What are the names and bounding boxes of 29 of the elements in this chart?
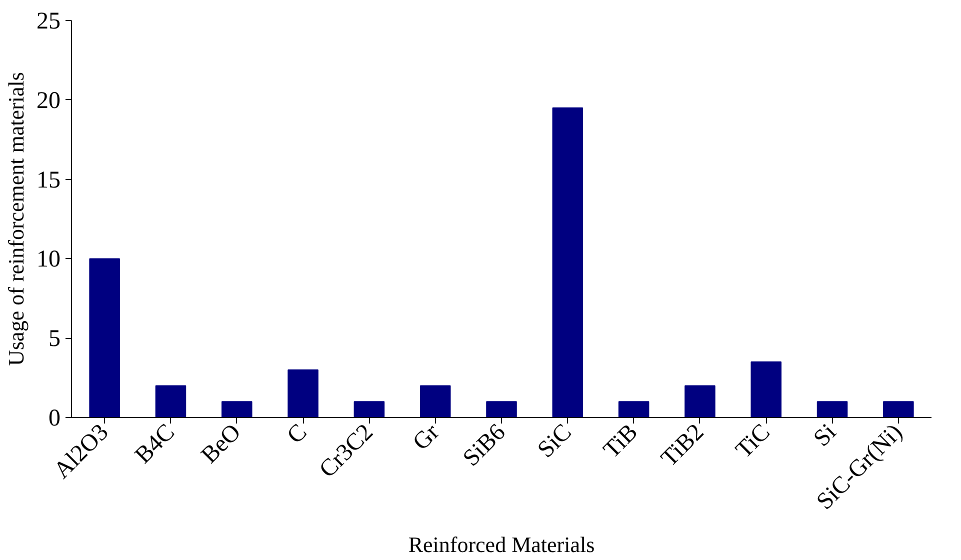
bar xyxy=(684,385,716,418)
x-tick-label: BeO xyxy=(196,419,246,469)
y-axis-title: Usage of reinforcement materials xyxy=(4,72,28,366)
x-tick-label: TiC xyxy=(731,419,776,464)
x-tick-label: TiB xyxy=(598,419,644,464)
bar xyxy=(883,401,914,418)
bar xyxy=(155,385,186,418)
bar xyxy=(354,401,385,418)
bar xyxy=(750,361,782,418)
y-tick-label: 20 xyxy=(36,88,60,114)
y-tick-label: 25 xyxy=(36,8,60,34)
bar xyxy=(89,258,120,418)
y-tick-label: 15 xyxy=(36,167,60,194)
bar xyxy=(222,401,252,418)
bar xyxy=(420,385,451,418)
y-tick-label: 10 xyxy=(36,246,60,273)
x-tick-label: Gr xyxy=(408,419,445,456)
bar xyxy=(618,401,650,418)
x-tick-label: SiC xyxy=(532,419,577,464)
x-tick-label: B4C xyxy=(130,419,180,469)
bar xyxy=(816,401,848,418)
x-tick-label: C xyxy=(282,419,312,450)
bar xyxy=(486,401,517,418)
x-axis-title: Reinforced Materials xyxy=(408,532,595,558)
y-tick-label: 0 xyxy=(48,406,60,432)
y-tick-label: 5 xyxy=(48,326,60,352)
bar xyxy=(552,107,584,418)
bar xyxy=(288,369,318,418)
x-tick-label: TiB2 xyxy=(656,419,710,472)
